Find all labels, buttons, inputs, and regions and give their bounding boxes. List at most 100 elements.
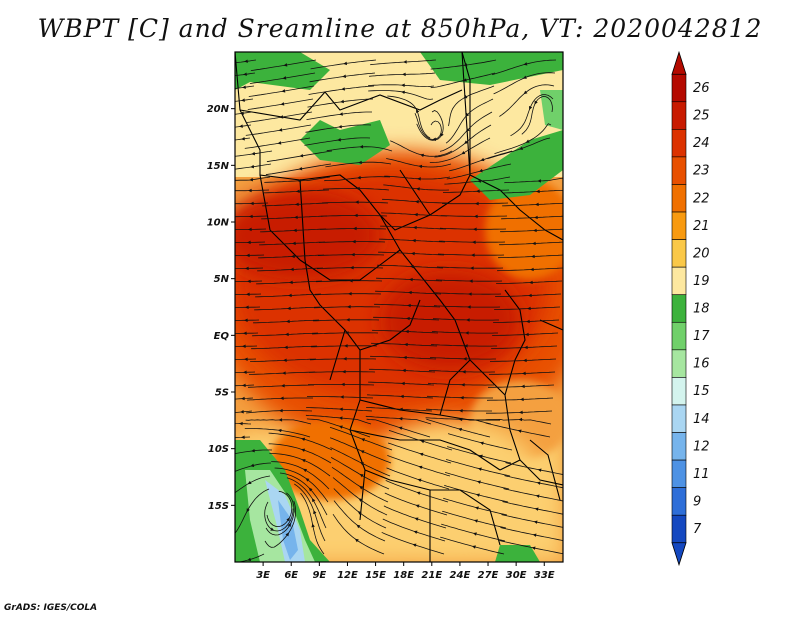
- arrow-icon: [398, 417, 403, 421]
- streamline: [235, 85, 255, 89]
- arrow-icon: [243, 72, 247, 76]
- arrow-icon: [480, 157, 485, 162]
- arrow-icon: [523, 358, 527, 363]
- arrow-icon: [354, 538, 359, 543]
- streamline: [428, 370, 495, 373]
- arrow-icon: [534, 100, 538, 105]
- arrow-icon: [360, 450, 365, 454]
- streamline: [251, 345, 318, 350]
- arrow-icon: [416, 109, 420, 114]
- arrow-icon: [416, 187, 420, 191]
- streamline: [250, 358, 317, 362]
- arrow-icon: [286, 319, 290, 324]
- arrow-icon: [249, 177, 254, 182]
- colorbar-swatch: [671, 239, 687, 268]
- streamline: [383, 505, 447, 529]
- streamline: [498, 254, 563, 259]
- streamline: [332, 513, 385, 555]
- arrow-icon: [285, 332, 289, 337]
- arrow-icon: [465, 331, 469, 335]
- arrow-icon: [278, 128, 283, 132]
- colorbar-swatch: [671, 211, 687, 240]
- arrow-icon: [525, 139, 530, 143]
- arrow-icon: [279, 408, 283, 413]
- arrow-icon: [475, 201, 479, 206]
- x-tick-label: 21E: [421, 570, 442, 581]
- streamline: [491, 345, 558, 349]
- arrow-icon: [468, 292, 472, 296]
- arrow-icon: [291, 254, 295, 259]
- streamline: [235, 59, 257, 64]
- arrow-icon: [248, 188, 252, 193]
- arrow-icon: [534, 507, 539, 511]
- colorbar-swatch: [671, 377, 687, 406]
- streamline: [320, 215, 388, 217]
- streamline: [384, 175, 451, 180]
- arrow-icon: [245, 266, 249, 271]
- arrow-icon: [406, 316, 410, 321]
- arrow-icon: [308, 487, 313, 492]
- colorbar-swatch: [671, 73, 687, 103]
- streamline: [379, 238, 446, 243]
- arrow-icon: [284, 345, 288, 350]
- streamline: [255, 293, 322, 298]
- arrow-icon: [532, 533, 537, 537]
- arrow-icon: [520, 397, 524, 402]
- streamline: [369, 368, 436, 373]
- arrow-icon: [410, 264, 414, 269]
- arrow-icon: [408, 290, 412, 295]
- streamline: [310, 59, 377, 70]
- arrow-icon: [404, 342, 408, 347]
- arrow-icon: [356, 186, 360, 191]
- y-tick-label: 20N: [207, 104, 230, 115]
- streamline: [382, 518, 446, 542]
- arrow-icon: [280, 102, 285, 106]
- colorbar-label: 7: [693, 522, 702, 537]
- streamline: [494, 306, 561, 310]
- streamline: [493, 319, 560, 323]
- map-title: WBPT [C] and Sreamline at 850hPa, VT: 20…: [37, 14, 763, 43]
- x-tick-label: 24E: [450, 570, 471, 581]
- arrow-icon: [519, 146, 524, 150]
- streamline: [445, 98, 494, 144]
- arrow-icon: [295, 202, 299, 207]
- streamline: [383, 184, 450, 191]
- arrow-icon: [416, 491, 421, 495]
- arrow-icon: [338, 416, 343, 420]
- arrow-icon: [354, 213, 358, 218]
- arrow-icon: [472, 532, 477, 536]
- arrow-icon: [282, 76, 287, 80]
- arrow-icon: [415, 504, 420, 508]
- arrow-icon: [298, 166, 303, 171]
- streamline: [443, 497, 508, 516]
- arrow-icon: [281, 89, 286, 93]
- arrow-icon: [279, 115, 284, 119]
- arrow-icon: [339, 112, 343, 116]
- streamline: [308, 371, 376, 373]
- arrow-icon: [472, 240, 476, 244]
- arrow-icon: [412, 238, 416, 243]
- arrow-icon: [283, 63, 288, 67]
- streamline: [235, 436, 251, 439]
- arrow-icon: [249, 214, 253, 219]
- arrow-icon: [405, 329, 409, 334]
- arrow-icon: [402, 72, 406, 77]
- streamline: [261, 215, 328, 220]
- streamline: [492, 332, 559, 336]
- arrow-icon: [534, 215, 538, 220]
- arrow-icon: [458, 417, 463, 422]
- streamline: [247, 384, 314, 388]
- arrow-icon: [270, 527, 275, 531]
- streamline: [235, 202, 269, 205]
- map-frame: [234, 51, 564, 563]
- streamline: [235, 150, 273, 157]
- streamline: [263, 189, 330, 194]
- arrow-icon: [528, 106, 533, 111]
- streamline: [427, 382, 494, 386]
- arrow-icon: [462, 370, 466, 374]
- arrow-icon: [473, 227, 477, 232]
- arrow-icon: [338, 124, 342, 129]
- arrow-icon: [240, 111, 244, 115]
- arrow-icon: [476, 189, 480, 193]
- streamline: [321, 201, 389, 204]
